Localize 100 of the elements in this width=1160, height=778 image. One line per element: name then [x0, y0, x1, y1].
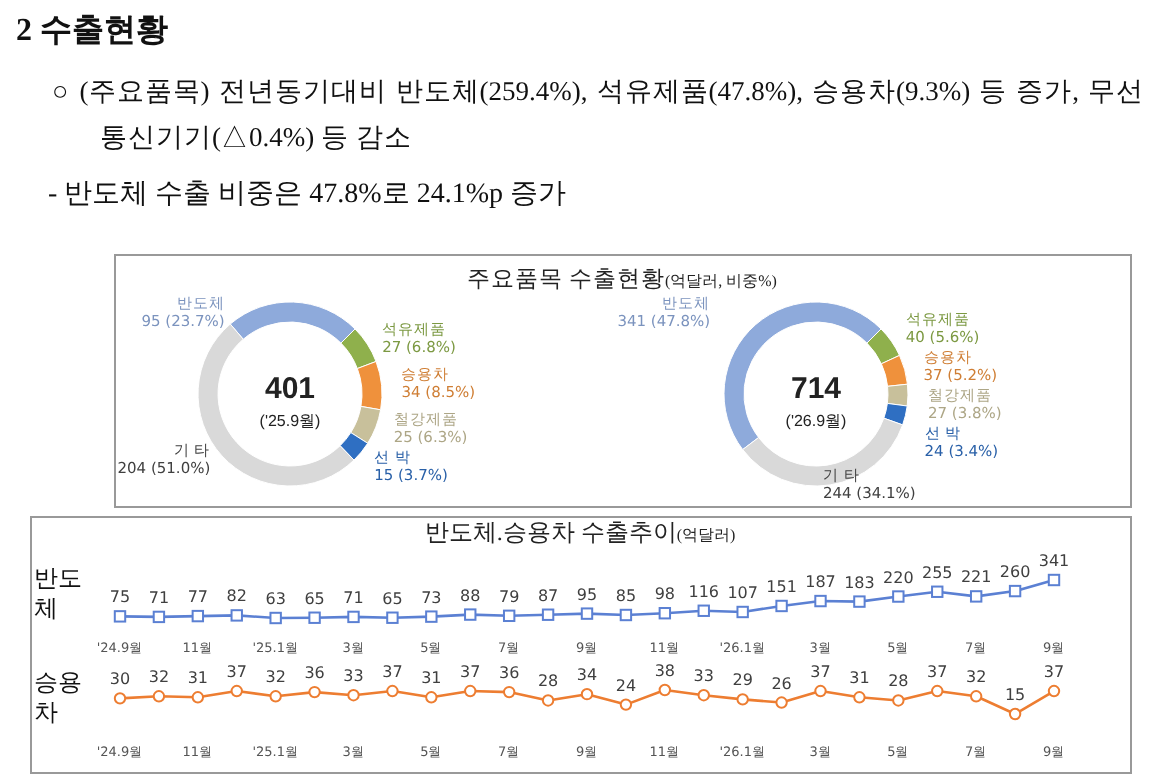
point: [425, 691, 438, 704]
point: [853, 691, 866, 704]
point: [230, 609, 243, 622]
data-label: 221: [960, 568, 992, 587]
point: [464, 608, 477, 621]
point: [892, 694, 905, 707]
data-label: 32: [965, 668, 987, 687]
text: 2 수출현황: [16, 12, 170, 52]
data-label: 29: [732, 671, 753, 690]
point: [230, 684, 243, 698]
data-label: 28: [537, 672, 559, 691]
data-label: 98: [654, 585, 676, 604]
point: [619, 608, 633, 622]
point: [931, 684, 944, 698]
point: [347, 610, 360, 624]
point: [580, 687, 594, 701]
point: [658, 683, 672, 697]
point: [269, 690, 282, 703]
point: [191, 691, 205, 704]
point: [425, 610, 438, 623]
point: [853, 595, 866, 608]
point: [775, 599, 788, 613]
point: [697, 689, 710, 702]
data-label: 255: [921, 563, 953, 582]
data-label: 107: [727, 583, 758, 602]
point: [1047, 573, 1061, 587]
data-label: 79: [498, 587, 520, 606]
data-label: 341: [1038, 552, 1070, 570]
data-label: 37: [460, 663, 481, 682]
data-label: 37: [810, 663, 831, 682]
data-label: 24: [615, 676, 637, 695]
data-label: 37: [382, 663, 403, 682]
data-label: 31: [849, 669, 870, 688]
point: [697, 604, 710, 617]
point: [619, 698, 633, 711]
point: [814, 594, 827, 608]
point: [969, 690, 983, 703]
point: [541, 694, 555, 707]
data-label: 87: [537, 586, 559, 605]
data-label: 95: [576, 585, 598, 604]
data-label: 36: [304, 664, 325, 683]
data-label: 28: [888, 672, 909, 691]
data-label: 38: [654, 662, 676, 680]
point: [931, 585, 944, 598]
data-label: 71: [343, 588, 364, 607]
data-label: 82: [226, 587, 247, 606]
data-label: 260: [999, 563, 1031, 582]
point: [1008, 584, 1022, 598]
data-label: 37: [1043, 663, 1065, 682]
point: [658, 607, 672, 620]
data-label: 88: [460, 586, 481, 605]
point: [308, 685, 321, 699]
point: [386, 684, 399, 698]
point: [152, 690, 166, 703]
data-label: 37: [226, 663, 247, 682]
data-label: 85: [615, 586, 637, 605]
data-label: 32: [148, 668, 170, 687]
y-axis-title: 반도체: [34, 564, 82, 622]
point: [502, 685, 516, 699]
data-label: 31: [187, 669, 209, 688]
point: [892, 590, 905, 603]
data-label: 151: [766, 577, 797, 596]
point: [814, 684, 827, 698]
point: [775, 696, 788, 709]
data-label: 183: [844, 573, 875, 592]
text: ○ (주요품목) 전년동기대비 반도체(259.4%), 석유제품(47.8%), 승용차(9.3%) 등 증가, 무선통신기기(△0.4%) 등 감소: [52, 74, 1144, 156]
point: [113, 610, 127, 623]
y-axis-title: 승용차: [34, 668, 82, 726]
data-label: 36: [498, 664, 520, 683]
point: [347, 689, 360, 702]
point: [308, 611, 321, 624]
data-label: 116: [688, 582, 720, 601]
point: [502, 609, 516, 623]
data-label: 63: [265, 590, 286, 608]
point: [386, 611, 399, 624]
text: ('25.9월): [259, 412, 322, 430]
data-label: 26: [771, 674, 792, 693]
point: [541, 608, 555, 621]
text: 401: [264, 372, 316, 406]
data-label: 34: [576, 666, 598, 685]
text: - 반도체 수출 비중은 47.8%로 24.1%p 증가: [48, 178, 568, 214]
point: [1047, 684, 1061, 698]
data-label: 15: [1004, 686, 1026, 704]
data-label: 77: [187, 588, 209, 607]
text: 714: [790, 372, 843, 406]
point: [736, 605, 749, 619]
data-label: 31: [421, 669, 442, 688]
data-label: 187: [805, 573, 836, 592]
data-label: 73: [421, 588, 442, 607]
point: [152, 610, 166, 624]
point: [736, 693, 749, 706]
data-label: 75: [109, 588, 131, 607]
point: [113, 692, 127, 705]
point: [464, 684, 477, 698]
chart-title: 반도체.승용차 수출추이(억달러): [424, 518, 736, 546]
point: [191, 609, 205, 623]
point: [969, 590, 983, 603]
data-label: 71: [148, 588, 170, 607]
point: [580, 607, 594, 620]
data-label: 37: [927, 663, 948, 682]
